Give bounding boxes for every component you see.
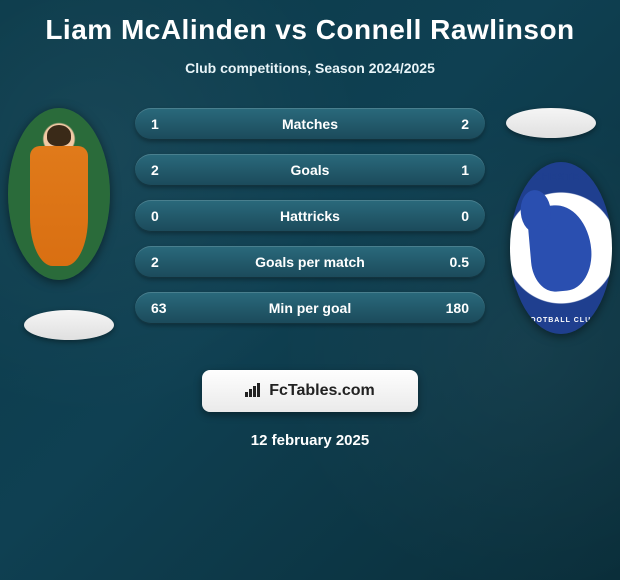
- stat-left-value: 2: [151, 254, 159, 270]
- player-right-flag: [506, 108, 596, 138]
- player-right-avatar: CHESTER FOOTBALL CLUB: [510, 162, 612, 334]
- stat-right-value: 180: [446, 300, 469, 316]
- badge-text-bottom: FOOTBALL CLUB: [510, 317, 612, 324]
- stat-right-value: 2: [461, 116, 469, 132]
- player-left-art: [8, 108, 110, 280]
- stat-row: 1 Matches 2: [135, 108, 485, 140]
- source-logo: FcTables.com: [202, 370, 418, 412]
- badge-text-top: CHESTER: [510, 172, 612, 183]
- player-left-avatar: [8, 108, 110, 280]
- stat-left-value: 0: [151, 208, 159, 224]
- stat-label: Matches: [135, 116, 485, 132]
- stat-right-value: 0: [461, 208, 469, 224]
- lion-icon: [527, 202, 595, 293]
- player-left-flag: [24, 310, 114, 340]
- stat-row: 2 Goals per match 0.5: [135, 246, 485, 278]
- stat-right-value: 1: [461, 162, 469, 178]
- stat-right-value: 0.5: [450, 254, 469, 270]
- stat-label: Goals per match: [135, 254, 485, 270]
- stat-label: Goals: [135, 162, 485, 178]
- stat-label: Min per goal: [135, 300, 485, 316]
- stat-left-value: 2: [151, 162, 159, 178]
- stat-row: 63 Min per goal 180: [135, 292, 485, 324]
- stat-label: Hattricks: [135, 208, 485, 224]
- stat-bars: 1 Matches 2 2 Goals 1 0 Hattricks 0 2 Go…: [135, 108, 485, 338]
- subtitle: Club competitions, Season 2024/2025: [0, 60, 620, 76]
- stat-row: 0 Hattricks 0: [135, 200, 485, 232]
- date-text: 12 february 2025: [0, 432, 620, 449]
- stat-row: 2 Goals 1: [135, 154, 485, 186]
- page-title: Liam McAlinden vs Connell Rawlinson: [0, 0, 620, 46]
- comparison-panel: CHESTER FOOTBALL CLUB 1 Matches 2 2 Goal…: [0, 104, 620, 364]
- club-badge: CHESTER FOOTBALL CLUB: [510, 162, 612, 334]
- source-text: FcTables.com: [269, 382, 375, 400]
- stat-left-value: 1: [151, 116, 159, 132]
- stat-left-value: 63: [151, 300, 167, 316]
- chart-icon: [245, 383, 263, 402]
